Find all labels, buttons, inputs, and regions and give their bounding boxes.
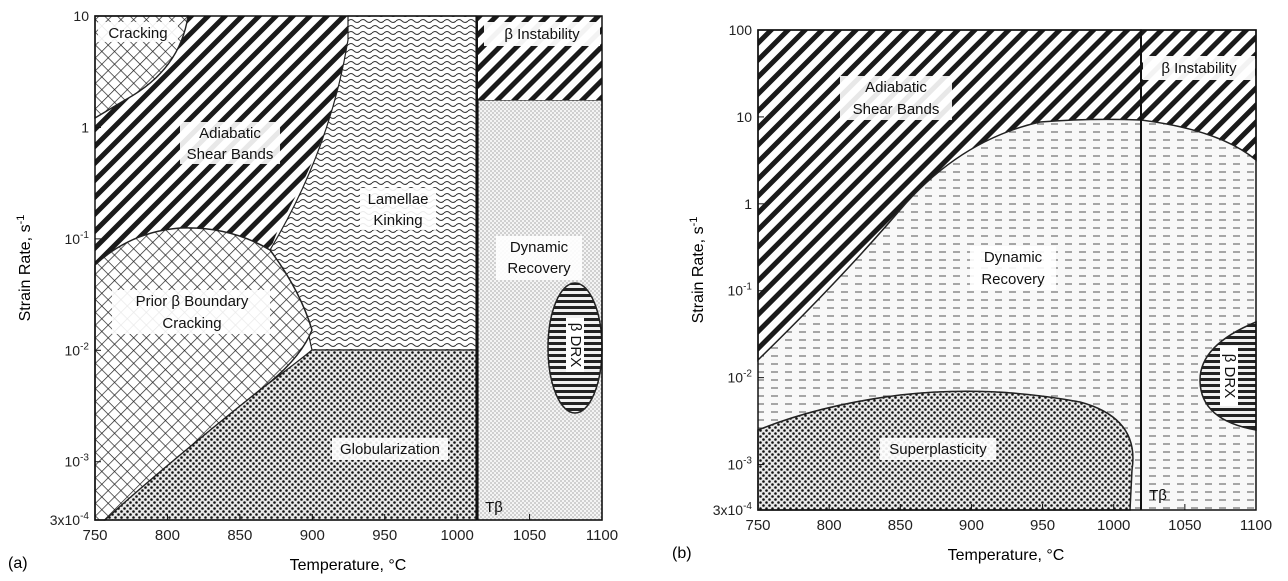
y-tick-label-b: 10-1 bbox=[728, 282, 753, 299]
label-a-dynamic-2: Recovery bbox=[507, 260, 571, 277]
label-a-cracking: Cracking bbox=[108, 25, 167, 42]
label-a-adiabatic-2: Shear Bands bbox=[187, 146, 274, 163]
x-axis-b: 750 800 850 900 950 1000 1050 1100 bbox=[745, 504, 1272, 534]
x-tick-label-b: 1050 bbox=[1168, 517, 1201, 534]
x-tick-label-a: 850 bbox=[227, 527, 252, 544]
x-axis-a: 750 800 850 900 950 1000 1050 1100 bbox=[82, 514, 618, 544]
y-tick-label-b: 10-3 bbox=[728, 456, 753, 473]
label-a-lamellae-1: Lamellae bbox=[368, 191, 429, 208]
x-tick-label-b: 850 bbox=[888, 517, 913, 534]
label-b-transus: Tβ bbox=[1149, 487, 1167, 504]
y-axis-a: 3x10-4 10-3 10-2 10-1 1 10 bbox=[50, 8, 101, 528]
panel-b: Adiabatic Shear Bands β Instability Dyna… bbox=[672, 22, 1272, 564]
x-tick-label-a: 1100 bbox=[586, 527, 618, 544]
y-tick-label-a: 10 bbox=[73, 8, 89, 24]
plot-frame-a bbox=[94, 15, 603, 521]
label-b-adiabatic-2: Shear Bands bbox=[853, 101, 940, 118]
label-a-beta-drx: β DRX bbox=[567, 323, 584, 367]
x-tick-label-b: 750 bbox=[745, 517, 770, 534]
x-axis-title-b: Temperature, °C bbox=[948, 547, 1065, 564]
x-tick-label-a: 750 bbox=[82, 527, 107, 544]
x-tick-label-b: 1100 bbox=[1240, 517, 1272, 534]
label-b-superplasticity: Superplasticity bbox=[889, 441, 987, 458]
y-tick-label-a: 10-3 bbox=[65, 453, 90, 470]
x-tick-label-a: 950 bbox=[372, 527, 397, 544]
label-b-beta-instability: β Instability bbox=[1161, 60, 1237, 77]
x-axis-title-a: Temperature, °C bbox=[290, 557, 407, 574]
x-tick-label-a: 900 bbox=[300, 527, 325, 544]
label-a-transus: Tβ bbox=[485, 499, 503, 516]
y-tick-label-a: 10-2 bbox=[65, 341, 90, 358]
label-b-adiabatic-1: Adiabatic bbox=[865, 79, 927, 96]
y-tick-label-a: 1 bbox=[81, 119, 89, 135]
x-tick-label-a: 1000 bbox=[440, 527, 473, 544]
x-tick-label-a: 1050 bbox=[513, 527, 546, 544]
label-a-prior-beta-1: Prior β Boundary bbox=[136, 293, 249, 310]
label-a-adiabatic-1: Adiabatic bbox=[199, 125, 261, 142]
y-tick-label-b: 3x10-4 bbox=[713, 501, 753, 518]
x-tick-label-b: 950 bbox=[1030, 517, 1055, 534]
label-a-dynamic-1: Dynamic bbox=[510, 239, 569, 256]
y-axis-title-a: Strain Rate, s-1 bbox=[15, 215, 34, 322]
x-tick-label-a: 800 bbox=[155, 527, 180, 544]
y-tick-label-a: 3x10-4 bbox=[50, 511, 90, 528]
label-a-globularization: Globularization bbox=[340, 441, 440, 458]
region-a-globularization bbox=[103, 349, 477, 521]
panel-a: Cracking Adiabatic Shear Bands Lamellae … bbox=[8, 8, 618, 574]
label-a-prior-beta-2: Cracking bbox=[162, 315, 221, 332]
x-tick-label-b: 1000 bbox=[1097, 517, 1130, 534]
label-a-beta-instability: β Instability bbox=[504, 26, 580, 43]
y-tick-label-b: 10-2 bbox=[728, 369, 753, 386]
svg-text:Strain Rate, s-1: Strain Rate, s-1 bbox=[688, 217, 707, 324]
panel-label-b: (b) bbox=[672, 545, 692, 562]
label-b-dynamic-2: Recovery bbox=[981, 271, 1045, 288]
plot-frame-b bbox=[757, 29, 1257, 511]
y-axis-title-b: Strain Rate, s-1 bbox=[688, 217, 707, 324]
y-axis-b: 3x10-4 10-3 10-2 10-1 1 10 100 bbox=[713, 22, 764, 518]
label-b-dynamic-1: Dynamic bbox=[984, 249, 1043, 266]
y-tick-label-b: 100 bbox=[729, 22, 753, 38]
x-tick-label-b: 900 bbox=[959, 517, 984, 534]
svg-text:Strain Rate, s-1: Strain Rate, s-1 bbox=[15, 215, 34, 322]
label-b-beta-drx: β DRX bbox=[1221, 354, 1238, 398]
y-tick-label-b: 1 bbox=[744, 196, 752, 212]
panel-label-a: (a) bbox=[8, 555, 28, 572]
label-a-lamellae-2: Kinking bbox=[373, 212, 422, 229]
x-tick-label-b: 800 bbox=[817, 517, 842, 534]
y-tick-label-a: 10-1 bbox=[65, 230, 90, 247]
y-tick-label-b: 10 bbox=[736, 109, 752, 125]
